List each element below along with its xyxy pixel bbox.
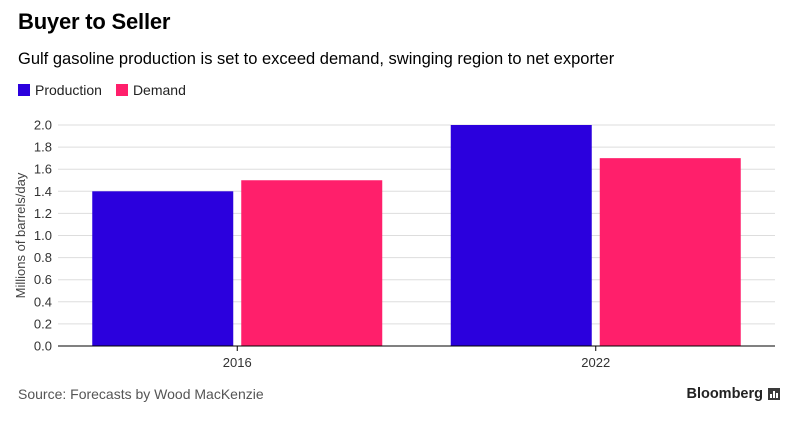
legend-swatch-demand	[115, 84, 128, 96]
legend-item-demand: Demand	[115, 82, 186, 98]
chart-subtitle: Gulf gasoline production is set to excee…	[18, 50, 615, 68]
y-tick-label: 1.2	[34, 206, 52, 221]
bar-demand-2016	[241, 180, 383, 346]
legend-label-demand: Demand	[132, 82, 186, 98]
y-tick-label: 2.0	[34, 118, 52, 133]
bar-production-2022	[450, 125, 592, 346]
brand-logo: Bloomberg	[686, 386, 780, 402]
chart-title: Buyer to Seller	[18, 9, 171, 34]
y-axis-label: Millions of barrels/day	[13, 172, 28, 298]
x-tick-label: 2022	[581, 355, 610, 370]
y-tick-label: 1.8	[34, 140, 52, 155]
y-tick-label: 1.4	[34, 184, 52, 199]
source-note: Source: Forecasts by Wood MacKenzie	[18, 386, 264, 402]
y-tick-label: 0.6	[34, 272, 52, 287]
x-tick-label: 2016	[223, 355, 252, 370]
bar-chart-icon	[768, 388, 780, 400]
y-tick-label: 1.6	[34, 162, 52, 177]
y-tick-label: 1.0	[34, 228, 52, 243]
legend-item-production: Production	[18, 82, 102, 98]
y-tick-label: 0.2	[34, 316, 52, 331]
y-tick-label: 0.4	[34, 294, 52, 309]
y-tick-label: 0.8	[34, 250, 52, 265]
legend: Production Demand	[18, 82, 200, 98]
bar-demand-2022	[599, 158, 741, 346]
y-tick-label: 0.0	[34, 339, 52, 354]
brand-name: Bloomberg	[686, 386, 763, 402]
bar-production-2016	[92, 191, 234, 346]
legend-swatch-production	[18, 84, 30, 96]
legend-label-production: Production	[35, 82, 102, 98]
